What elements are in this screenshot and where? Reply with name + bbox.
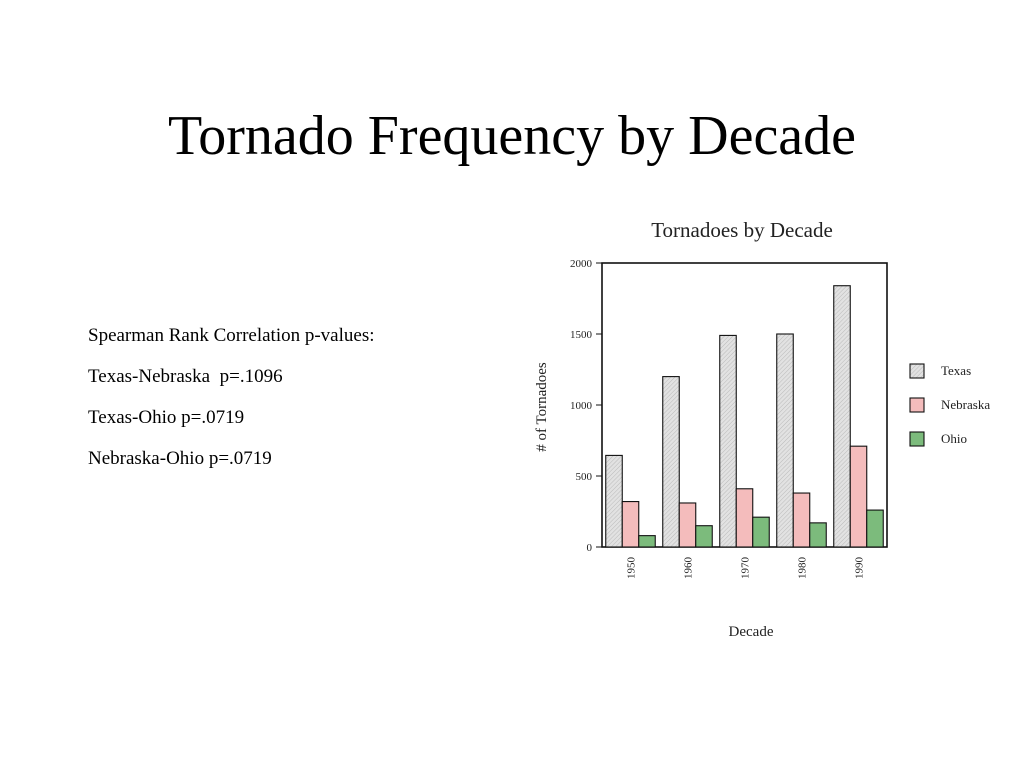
bar-texas-1980 bbox=[776, 333, 794, 548]
correlation-text-block: Spearman Rank Correlation p-values: Texa… bbox=[88, 322, 488, 486]
x-tick-label: 1950 bbox=[626, 557, 638, 580]
legend-label-nebraska: Nebraska bbox=[941, 397, 990, 412]
correlation-nebraska-ohio: Nebraska-Ohio p=.0719 bbox=[88, 448, 272, 469]
bar-nebraska-1970 bbox=[735, 488, 754, 548]
chart-legend: Texas Nebraska Ohio bbox=[909, 363, 990, 447]
bar-ohio-1950 bbox=[638, 535, 656, 548]
bar-texas-1960 bbox=[662, 376, 680, 548]
bar-nebraska-1950 bbox=[621, 501, 640, 548]
x-tick-label: 1960 bbox=[683, 557, 695, 580]
correlation-texas-nebraska: Texas-Nebraska p=.1096 bbox=[88, 366, 283, 387]
bar-ohio-1960 bbox=[695, 525, 713, 548]
x-tick-label: 1990 bbox=[854, 557, 866, 580]
legend-swatch-texas bbox=[909, 363, 925, 379]
bar-ohio-1990 bbox=[866, 509, 884, 548]
bar-texas-1970 bbox=[719, 334, 737, 548]
x-axis-label: Decade bbox=[729, 624, 774, 640]
tornado-bar-chart: Tornadoes by Decade 0 500 1000 1500 2000 1950… bbox=[534, 218, 990, 640]
x-tick-label: 1970 bbox=[740, 557, 752, 580]
bar-nebraska-1960 bbox=[678, 502, 697, 548]
legend-swatch-ohio bbox=[909, 431, 925, 447]
y-tick-label: 500 bbox=[576, 471, 593, 483]
legend-label-texas: Texas bbox=[941, 363, 971, 378]
bar-nebraska-1980 bbox=[792, 492, 811, 548]
chart-title: Tornadoes by Decade bbox=[651, 218, 833, 242]
plot-area: 0 500 1000 1500 2000 1950 1960 1970 1980 1990 bbox=[570, 258, 888, 580]
y-tick-label: 0 bbox=[587, 542, 593, 554]
bar-ohio-1980 bbox=[809, 522, 827, 548]
y-axis-label: # of Tornadoes bbox=[534, 362, 550, 452]
bar-texas-1990 bbox=[833, 285, 851, 548]
bar-ohio-1970 bbox=[752, 516, 770, 548]
legend-label-ohio: Ohio bbox=[941, 431, 967, 446]
bar-nebraska-1990 bbox=[849, 445, 868, 548]
y-tick-label: 1500 bbox=[570, 329, 593, 341]
slide-title: Tornado Frequency by Decade bbox=[167, 105, 857, 167]
x-tick-label: 1980 bbox=[797, 557, 809, 580]
legend-swatch-nebraska bbox=[909, 397, 925, 413]
y-tick-label: 1000 bbox=[570, 400, 593, 412]
correlation-texas-ohio: Texas-Ohio p=.0719 bbox=[88, 407, 245, 428]
y-tick-label: 2000 bbox=[570, 258, 593, 270]
bar-texas-1950 bbox=[605, 454, 623, 548]
correlation-heading: Spearman Rank Correlation p-values: bbox=[88, 325, 375, 346]
